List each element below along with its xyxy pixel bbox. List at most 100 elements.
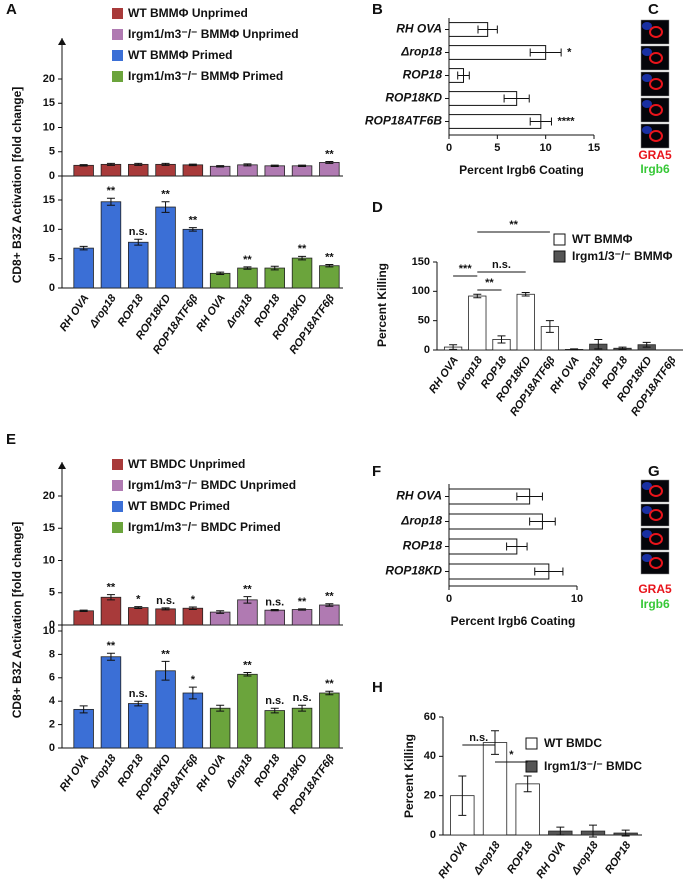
- error-bar: [506, 542, 528, 551]
- significance-label: *: [191, 594, 196, 606]
- y-tick-label: 4: [49, 695, 56, 707]
- bar: [319, 692, 340, 749]
- bar: [100, 596, 122, 626]
- bar: [264, 267, 285, 289]
- y-tick-label: 2: [49, 719, 55, 731]
- y-tick-label: 20: [43, 490, 55, 502]
- y-tick-label: 20: [43, 73, 55, 85]
- bar: [237, 673, 258, 749]
- bar: [209, 272, 231, 289]
- x-tick-label: ROP18: [603, 839, 634, 876]
- bar: [237, 599, 258, 626]
- significance-label: n.s.: [265, 596, 284, 608]
- significance-label: **: [243, 659, 252, 671]
- y-tick-label: 6: [49, 672, 55, 684]
- significance-label: ****: [557, 115, 575, 127]
- nucleus: [642, 530, 652, 538]
- y-tick-label: 100: [412, 285, 430, 297]
- legend-swatch: [112, 8, 123, 19]
- y-tick-label: 15: [43, 97, 55, 109]
- y-tick-label: ROP18: [403, 68, 443, 82]
- bar: [100, 201, 122, 289]
- x-tick-label: Δrop18: [223, 752, 255, 791]
- panel-letter: D: [372, 199, 383, 216]
- y-tick-label: 10: [43, 554, 55, 566]
- vacuole: [649, 485, 663, 497]
- error-bar: [106, 197, 115, 206]
- error-bar: [497, 335, 506, 344]
- bar: [482, 742, 508, 836]
- vacuole: [649, 130, 663, 142]
- bar: [128, 607, 149, 626]
- legend-label: WT BMMΦ Primed: [128, 48, 233, 62]
- axis-arrow: [58, 38, 66, 45]
- bar: [291, 707, 313, 749]
- bar: [182, 164, 204, 177]
- bar: [155, 670, 176, 749]
- legend-label: WT BMDC: [544, 736, 602, 750]
- error-bar: [79, 164, 88, 167]
- y-tick-label: RH OVA: [396, 489, 442, 503]
- y-tick-label: 5: [49, 587, 55, 599]
- y-tick-label: 15: [43, 194, 55, 206]
- nucleus: [642, 506, 652, 514]
- nucleus: [642, 74, 652, 82]
- x-tick-label: RH OVA: [58, 292, 92, 333]
- bar: [516, 293, 535, 351]
- bar: [73, 164, 94, 177]
- vacuole: [649, 78, 663, 90]
- vacuole: [649, 509, 663, 521]
- bar: [73, 610, 94, 626]
- error-bar: [243, 266, 252, 270]
- y-axis-label: CD8+ B3Z Activation [fold change]: [10, 522, 24, 719]
- error-bar: [529, 48, 562, 57]
- error-bar: [134, 700, 143, 707]
- y-tick-label: 0: [49, 282, 55, 294]
- legend-label: Irgm1/m3⁻/⁻ BMMΦ Primed: [128, 69, 283, 83]
- error-bar: [516, 492, 543, 501]
- error-bar: [473, 293, 482, 299]
- y-tick-label: Δrop18: [400, 514, 442, 528]
- bar: [209, 611, 231, 626]
- bar: [128, 241, 149, 289]
- bar: [182, 228, 204, 289]
- legend-swatch: [553, 250, 566, 263]
- significance-label: **: [325, 148, 334, 160]
- error-bar: [134, 606, 143, 610]
- axis-arrow: [58, 462, 66, 469]
- x-tick-label: 0: [446, 142, 452, 154]
- x-tick-label: Δrop18: [87, 752, 119, 791]
- error-bar: [216, 165, 225, 168]
- legend-swatch: [112, 501, 123, 512]
- bar: [448, 114, 542, 129]
- error-bar: [161, 201, 170, 213]
- error-bar: [325, 160, 334, 164]
- panel-letter: E: [6, 431, 16, 448]
- error-bar: [503, 94, 530, 103]
- channel-label: GRA5: [638, 148, 672, 162]
- error-bar: [491, 730, 499, 755]
- x-tick-label: Δrop18: [223, 292, 255, 331]
- significance-label: **: [298, 243, 307, 255]
- nucleus: [642, 126, 652, 134]
- error-bar: [79, 705, 88, 714]
- legend-swatch: [525, 737, 538, 750]
- y-tick-label: 0: [49, 742, 55, 754]
- y-tick-label: 60: [424, 711, 436, 723]
- nucleus: [642, 482, 652, 490]
- nucleus: [642, 22, 652, 30]
- legend-swatch: [112, 71, 123, 82]
- y-axis-label: CD8+ B3Z Activation [fold change]: [10, 87, 24, 284]
- error-bar: [188, 606, 197, 611]
- x-tick-label: Δrop18: [471, 839, 503, 878]
- y-tick-label: RH OVA: [396, 22, 442, 36]
- x-tick-label: RH OVA: [427, 354, 461, 395]
- y-tick-label: 0: [49, 170, 55, 182]
- error-bar: [449, 344, 458, 350]
- bar: [264, 165, 285, 177]
- bar: [319, 604, 340, 626]
- error-bar: [618, 346, 627, 350]
- y-tick-label: ROP18KD: [385, 564, 442, 578]
- bar: [264, 609, 285, 626]
- significance-label: **: [243, 584, 252, 596]
